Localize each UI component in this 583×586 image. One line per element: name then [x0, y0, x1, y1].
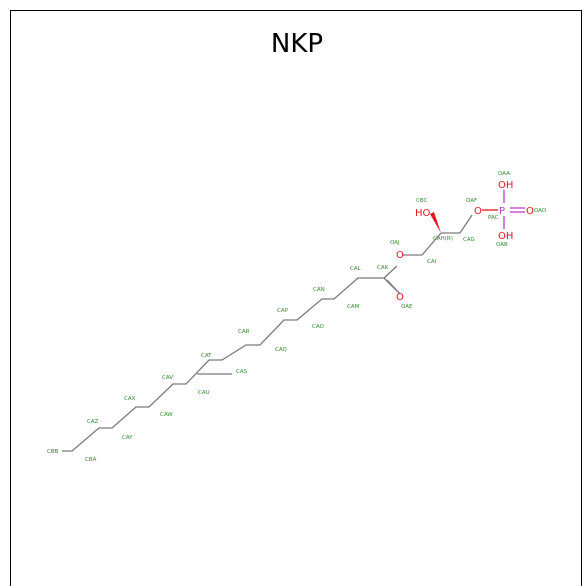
- carbonyl-oxygen: O: [396, 292, 404, 303]
- label-cal: CAL: [350, 266, 362, 272]
- label-cao: CAO: [312, 324, 325, 330]
- phosphorus-atom: P: [499, 206, 505, 217]
- label-cau: CAU: [198, 390, 210, 396]
- label-cax: CAX: [124, 396, 136, 402]
- label-cak: CAK: [377, 265, 389, 271]
- label-cap: CAP: [277, 308, 289, 314]
- label-cay: CAY: [122, 435, 133, 441]
- phosphate-double-oxygen: O: [526, 206, 534, 217]
- label-cai: CAI: [427, 259, 437, 265]
- label-cbb: CBB: [47, 449, 59, 455]
- label-cam: CAM: [347, 304, 360, 310]
- label-cah: CAH(R): [433, 236, 453, 242]
- label-oad: OAD: [534, 208, 546, 214]
- diagram-frame: NKP: [10, 10, 582, 586]
- cag-oaf-bond: [459, 214, 473, 234]
- label-oaf: OAF: [466, 198, 477, 204]
- label-cat: CAT: [201, 353, 212, 359]
- ester-c-o-bond: [383, 265, 398, 279]
- phosphate-oh-bottom: OH: [498, 231, 513, 242]
- label-oaa: OAA: [498, 171, 510, 177]
- hydroxyl-oxygen: HO: [415, 208, 431, 219]
- atom-labels: CBC OAF OAA OAD PAC OAB CAH(R) CAG OAJ C…: [47, 171, 546, 463]
- carbonyl-bond-2: [386, 279, 401, 295]
- label-car: CAR: [238, 329, 250, 335]
- carbon-chain: [62, 214, 473, 452]
- fatty-acid-chain: [62, 277, 384, 452]
- label-cbc: CBC: [416, 198, 428, 204]
- phosphate-bonds: [482, 190, 525, 229]
- cai-cah-bond: [421, 232, 442, 256]
- atom-symbols: HO O O O P OH OH O: [396, 180, 534, 303]
- label-caw: CAW: [160, 412, 173, 418]
- label-cag: CAG: [463, 237, 475, 243]
- stereo-wedge: [430, 212, 441, 233]
- label-can: CAN: [313, 287, 325, 293]
- label-caq: CAQ: [275, 347, 288, 353]
- label-caz: CAZ: [87, 419, 99, 425]
- label-pac: PAC: [488, 215, 499, 221]
- phosphate-oh-top: OH: [498, 180, 513, 191]
- label-oab: OAB: [496, 242, 508, 248]
- phosphate-ester-oxygen: O: [474, 206, 482, 217]
- label-cav: CAV: [162, 375, 173, 381]
- label-oae: OAE: [401, 304, 413, 310]
- label-oaj: OAJ: [390, 240, 400, 246]
- ester-oxygen: O: [396, 250, 404, 261]
- molecule-title: NKP: [270, 29, 324, 59]
- label-cas: CAS: [236, 369, 248, 375]
- label-cba: CBA: [85, 457, 97, 463]
